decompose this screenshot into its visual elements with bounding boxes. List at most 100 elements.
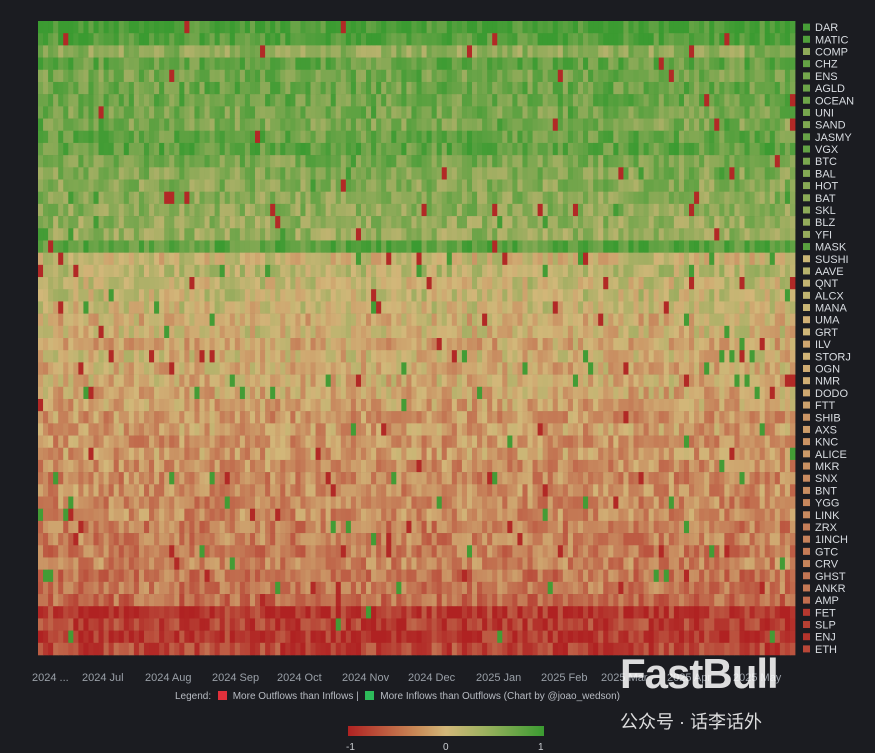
heatmap-cell: [643, 179, 650, 192]
heatmap-cell: [441, 338, 448, 351]
heatmap-cell: [719, 411, 725, 424]
heatmap-cell: [779, 203, 786, 217]
heatmap-cell: [744, 167, 750, 180]
heatmap-cell: [391, 106, 397, 119]
heatmap-cell: [366, 338, 372, 351]
heatmap-cell: [68, 398, 74, 412]
heatmap-cell: [638, 398, 644, 412]
heatmap-cell: [709, 386, 715, 400]
heatmap-cell: [431, 142, 438, 156]
heatmap-cell: [572, 398, 579, 412]
heatmap-cell: [98, 179, 105, 192]
heatmap-cell: [123, 21, 130, 34]
heatmap-cell: [391, 228, 397, 241]
heatmap-cell: [118, 203, 125, 217]
heatmap-cell: [53, 252, 59, 266]
heatmap-cell: [668, 289, 675, 302]
heatmap-cell: [678, 240, 685, 253]
heatmap-cell: [63, 313, 69, 327]
heatmap-cell: [472, 203, 478, 217]
heatmap-cell: [719, 264, 725, 278]
heatmap-cell: [406, 155, 412, 168]
heatmap-cell: [83, 191, 89, 205]
heatmap-cell: [43, 398, 49, 412]
heatmap-cell: [58, 313, 64, 327]
heatmap-cell: [224, 191, 231, 205]
heatmap-cell: [754, 179, 761, 192]
heatmap-cell: [744, 106, 750, 119]
heatmap-cell: [653, 45, 660, 58]
heatmap-cell: [658, 216, 665, 229]
heatmap-cell: [325, 179, 332, 192]
heatmap-cell: [149, 167, 155, 180]
heatmap-cell: [118, 277, 125, 290]
heatmap-cell: [330, 69, 337, 83]
heatmap-cell: [290, 94, 296, 107]
heatmap-cell: [421, 398, 427, 412]
heatmap-cell: [234, 264, 241, 278]
heatmap-cell: [729, 325, 735, 339]
heatmap-cell: [426, 21, 433, 34]
heatmap-cell: [320, 301, 327, 314]
heatmap-cell: [754, 33, 761, 46]
heatmap-cell: [159, 252, 165, 266]
heatmap-cell: [249, 155, 256, 168]
heatmap-cell: [209, 33, 216, 46]
heatmap-cell: [123, 325, 130, 339]
heatmap-cell: [789, 350, 796, 363]
heatmap-cell: [613, 252, 619, 266]
heatmap-cell: [219, 313, 226, 327]
heatmap-cell: [477, 264, 483, 278]
heatmap-cell: [376, 386, 382, 400]
heatmap-cell: [466, 191, 473, 205]
heatmap-cell: [502, 289, 508, 302]
heatmap-cell: [53, 57, 59, 71]
heatmap-cell: [239, 69, 246, 83]
heatmap-cell: [391, 33, 397, 46]
heatmap-cell: [608, 350, 614, 363]
heatmap-cell: [719, 374, 725, 388]
heatmap-cell: [517, 69, 523, 83]
heatmap-cell: [411, 252, 417, 266]
heatmap-cell: [779, 386, 786, 400]
heatmap-cell: [648, 69, 655, 83]
heatmap-cell: [290, 203, 296, 217]
heatmap-cell: [209, 179, 216, 192]
heatmap-cell: [169, 118, 175, 132]
heatmap-cell: [300, 252, 306, 266]
heatmap-cell: [295, 33, 301, 46]
heatmap-cell: [668, 45, 675, 58]
heatmap-cell: [376, 216, 382, 229]
heatmap-cell: [103, 350, 110, 363]
heatmap-cell: [48, 264, 54, 278]
heatmap-cell: [577, 118, 584, 132]
heatmap-cell: [603, 130, 609, 144]
heatmap-cell: [527, 301, 533, 314]
heatmap-cell: [436, 21, 443, 34]
heatmap-cell: [709, 277, 715, 290]
heatmap-cell: [774, 411, 781, 424]
heatmap-cell: [229, 130, 236, 144]
heatmap-cell: [300, 411, 306, 424]
heatmap-cell: [290, 57, 296, 71]
heatmap-cell: [234, 386, 241, 400]
heatmap-cell: [567, 411, 574, 424]
heatmap-cell: [184, 362, 190, 375]
heatmap-cell: [673, 301, 680, 314]
heatmap-cell: [673, 94, 680, 107]
heatmap-cell: [68, 289, 74, 302]
heatmap-cell: [502, 69, 508, 83]
heatmap-cell: [709, 21, 715, 34]
heatmap-cell: [113, 45, 120, 58]
heatmap-cell: [537, 130, 544, 144]
heatmap-cell: [532, 398, 539, 412]
heatmap-cell: [58, 398, 64, 412]
heatmap-cell: [532, 216, 539, 229]
heatmap-cell: [714, 362, 720, 375]
heatmap-cell: [623, 264, 629, 278]
heatmap-cell: [683, 69, 690, 83]
heatmap-cell: [38, 167, 44, 180]
heatmap-cell: [305, 277, 311, 290]
heatmap-cell: [678, 216, 685, 229]
heatmap-cell: [48, 252, 54, 266]
